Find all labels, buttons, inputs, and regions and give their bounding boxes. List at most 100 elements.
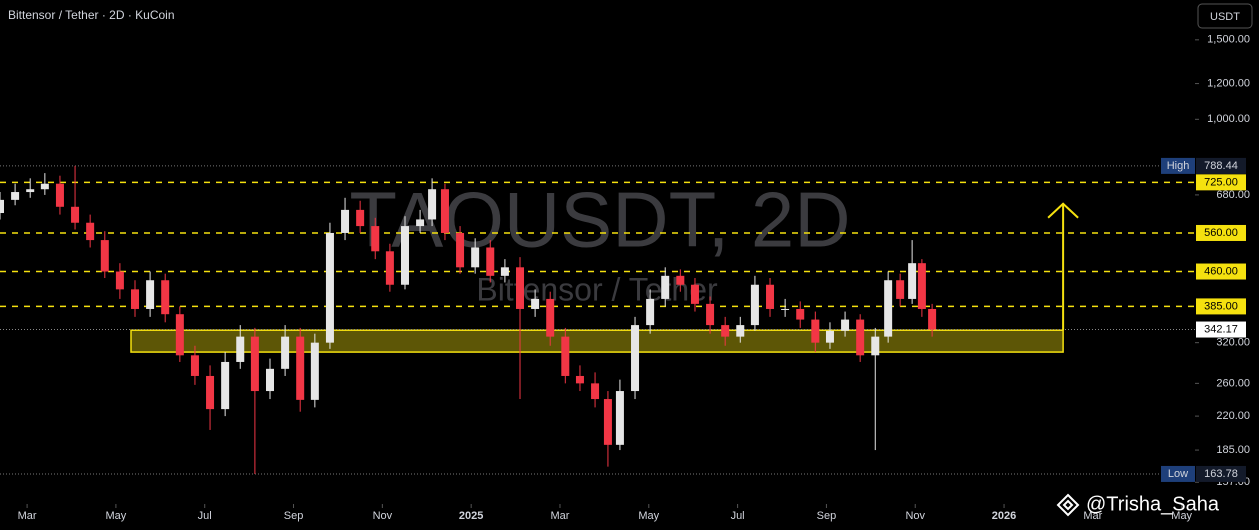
candle-body (175, 314, 184, 356)
x-tick-label: Sep (284, 510, 304, 522)
level-box (1196, 298, 1246, 315)
candle-body (281, 336, 290, 369)
candle-body (884, 280, 893, 337)
candle-body (811, 319, 820, 343)
candle-body (40, 183, 49, 190)
candle-body (310, 342, 319, 400)
currency[interactable]: USDT (1210, 11, 1240, 23)
candle-body (646, 298, 655, 326)
candle-body (55, 183, 64, 207)
candle-body (896, 280, 905, 299)
candle-body (871, 336, 880, 356)
candle-body (516, 267, 525, 309)
candle-body (371, 226, 380, 252)
candle-body (221, 361, 230, 410)
candle-body (486, 247, 495, 276)
candle-body (146, 280, 155, 309)
signature: @Trisha_Saha (1086, 493, 1220, 515)
candle-body (100, 240, 109, 272)
x-tick-label: Nov (373, 510, 393, 522)
candle-body (325, 232, 334, 343)
candle-body (265, 368, 274, 392)
candle-body (631, 325, 640, 392)
x-tick-label: 2026 (992, 510, 1016, 522)
candle-body (71, 206, 80, 223)
candle-body (86, 222, 95, 241)
candle-body (841, 319, 850, 331)
y-tick-label: 1,500.00 (1207, 34, 1250, 46)
candle-body (750, 284, 759, 326)
candle-body (781, 308, 790, 310)
candle-body (356, 209, 365, 227)
level-label: 725.00 (1204, 176, 1238, 188)
candle-body (615, 391, 624, 445)
y-tick-label: 220.00 (1216, 410, 1250, 422)
chart-title: Bittensor / Tether · 2D · KuCoin (8, 8, 175, 22)
x-tick-label: 2025 (459, 510, 483, 522)
low-value-box (1196, 465, 1246, 482)
low-value: 163.78 (1204, 468, 1238, 480)
candle-body (456, 232, 465, 268)
x-tick-label: Jul (731, 510, 745, 522)
x-tick-label: May (638, 510, 659, 522)
candle-body (400, 226, 409, 285)
candle-body (661, 275, 670, 299)
candle-body (591, 383, 600, 400)
x-tick-label: May (106, 510, 127, 522)
candle-body (825, 330, 834, 343)
support-zone (130, 329, 1064, 353)
x-tick-label: Jul (198, 510, 212, 522)
candle-body (856, 319, 865, 356)
signature-icon (1056, 493, 1080, 517)
high-tag-box (1161, 157, 1195, 174)
level-label: 560.00 (1204, 227, 1238, 239)
candle-body (796, 308, 805, 320)
candle-body (721, 325, 730, 337)
target-arrow-head (1047, 202, 1079, 219)
x-tick-label: Mar (550, 510, 569, 522)
level-box (1196, 174, 1246, 191)
watermark: TAOUSDT, 2D (349, 176, 850, 264)
level-box (1196, 224, 1246, 241)
x-tick-label: Sep (817, 510, 837, 522)
candle-body (161, 280, 170, 315)
candle-body (250, 336, 259, 392)
y-tick-label: 185.00 (1216, 444, 1250, 456)
currency-box[interactable] (1197, 3, 1253, 29)
candle-body (676, 275, 685, 285)
candle-body (11, 192, 20, 200)
y-tick-label: 320.00 (1216, 337, 1250, 349)
candle-body (766, 284, 775, 309)
low-tag-box (1161, 465, 1195, 482)
y-tick-label: 1,000.00 (1207, 113, 1250, 125)
candle-body (416, 219, 425, 227)
level-label: 460.00 (1204, 265, 1238, 277)
high-value-box (1196, 157, 1246, 174)
candle-body (0, 199, 4, 214)
last-price-box (1196, 321, 1246, 338)
candle-body (603, 399, 612, 445)
candle-body (928, 308, 937, 330)
high-tag: High (1167, 160, 1190, 172)
candle-body (908, 263, 917, 299)
candle-body (546, 298, 555, 337)
candle-body (115, 271, 124, 290)
level-label: 385.00 (1204, 300, 1238, 312)
x-tick-label: May (1171, 510, 1192, 522)
candle-body (561, 336, 570, 376)
high-value: 788.44 (1204, 160, 1238, 172)
candle-body (385, 251, 394, 285)
candle-body (706, 303, 715, 326)
candle-body (471, 247, 480, 268)
candle-body (428, 189, 437, 220)
candle-body (190, 355, 199, 376)
candle-body (26, 189, 35, 193)
candle-body (736, 325, 745, 337)
x-tick-label: Mar (1083, 510, 1102, 522)
y-tick-label: 1,200.00 (1207, 77, 1250, 89)
x-tick-label: Nov (905, 510, 925, 522)
candle-body (531, 298, 540, 309)
candle-body (575, 375, 584, 384)
